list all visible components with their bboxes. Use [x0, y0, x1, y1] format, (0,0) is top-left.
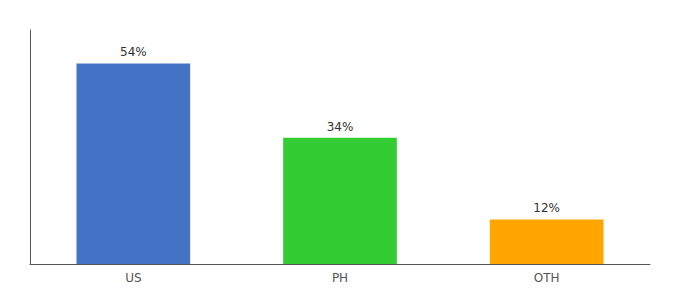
- svg-text:PH: PH: [332, 271, 348, 285]
- svg-text:OTH: OTH: [534, 271, 560, 285]
- svg-text:54%: 54%: [120, 45, 147, 59]
- svg-text:US: US: [125, 271, 141, 285]
- svg-text:34%: 34%: [327, 120, 354, 134]
- svg-text:12%: 12%: [533, 201, 560, 215]
